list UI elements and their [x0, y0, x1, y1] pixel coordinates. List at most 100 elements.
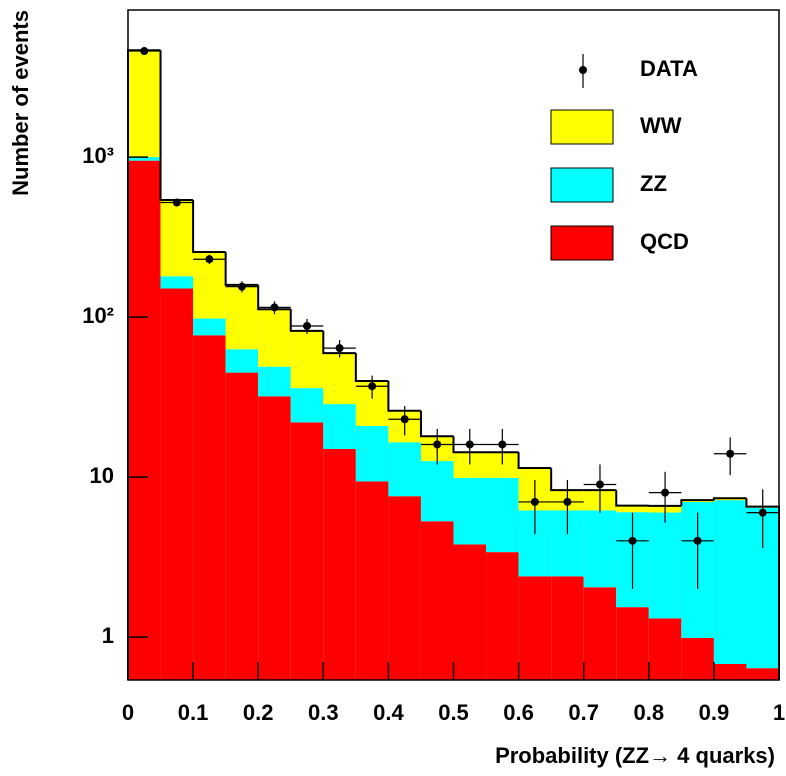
histogram-bar: [551, 576, 584, 680]
data-point: [368, 382, 377, 391]
data-point: [758, 508, 767, 517]
histogram-bar: [128, 50, 161, 158]
x-tick-label: 0.6: [503, 700, 534, 725]
data-point: [693, 536, 702, 545]
data-point: [498, 440, 507, 449]
histogram-bar: [616, 505, 649, 513]
histogram-bar: [388, 496, 421, 680]
histogram-bar: [420, 461, 454, 522]
x-tick-label: 0: [122, 700, 134, 725]
histogram-bar: [648, 512, 682, 619]
histogram-bar: [258, 396, 291, 680]
histogram-bar: [486, 552, 519, 680]
histogram-bar: [290, 330, 324, 389]
histogram-bar: [486, 477, 519, 553]
total-outline: [712, 497, 747, 501]
data-point: [335, 344, 344, 353]
data-point: [530, 497, 539, 506]
legend-label: ZZ: [640, 171, 667, 196]
data-point: [595, 480, 604, 489]
legend-swatch: [550, 225, 614, 261]
total-outline: [615, 490, 649, 507]
histogram-bar: [681, 637, 714, 680]
histogram-bar: [258, 309, 291, 367]
histogram-bar: [713, 663, 747, 680]
total-outline: [192, 200, 226, 254]
histogram-bar: [453, 544, 487, 680]
data-point: [303, 321, 312, 330]
y-tick-label: 1: [102, 623, 114, 648]
histogram-bar: [160, 288, 194, 680]
histogram-bar: [128, 157, 161, 161]
total-outline: [550, 468, 584, 492]
total-outline: [159, 50, 194, 202]
x-tick-label: 0.9: [699, 700, 730, 725]
total-outline: [257, 284, 291, 311]
total-outline: [322, 330, 356, 355]
y-tick-label: 10²: [82, 303, 114, 328]
total-outline: [680, 499, 714, 506]
histogram-bar: [128, 160, 161, 680]
histogram-bar: [225, 349, 259, 373]
histogram-bar: [225, 372, 259, 680]
data-point: [628, 536, 637, 545]
histogram-bar: [518, 576, 552, 680]
histogram-bar: [258, 366, 291, 397]
x-tick-label: 1: [773, 700, 785, 725]
histogram-bar: [193, 335, 226, 680]
histogram-bar: [388, 442, 421, 497]
total-outline: [517, 452, 552, 470]
histogram-bar: [290, 388, 324, 423]
histogram-bar: [355, 425, 389, 482]
x-tick-label: 0.2: [243, 700, 274, 725]
histogram-bar: [583, 587, 617, 680]
data-point: [237, 282, 246, 291]
histogram-bar: [746, 668, 779, 680]
y-tick-label: 10³: [82, 143, 114, 168]
histogram-bar: [453, 477, 487, 545]
histogram-bar: [193, 318, 226, 336]
histogram-bar: [583, 510, 617, 588]
x-tick-label: 0.3: [308, 700, 339, 725]
legend-swatch: [550, 109, 614, 145]
histogram-bar: [616, 607, 649, 680]
data-point: [563, 497, 572, 506]
histogram-bar: [160, 200, 194, 277]
data-point: [205, 255, 214, 264]
data-point: [465, 440, 474, 449]
histogram-bar: [355, 481, 389, 680]
data-point: [172, 198, 181, 207]
histogram-bar: [225, 284, 259, 350]
total-outline: [354, 353, 389, 382]
x-tick-label: 0.4: [373, 700, 404, 725]
data-point: [661, 488, 670, 497]
total-outline: [289, 309, 324, 332]
legend-marker: [579, 66, 587, 74]
total-outline: [224, 252, 259, 286]
legend-label: QCD: [640, 229, 689, 254]
data-point: [400, 415, 409, 424]
data-point: [726, 449, 735, 458]
histogram-bar: [420, 521, 454, 680]
histogram-bar: [323, 353, 356, 405]
histogram-bar: [648, 618, 682, 680]
histogram-bar: [290, 422, 324, 680]
legend-label: WW: [640, 113, 682, 138]
x-tick-label: 0.5: [438, 700, 469, 725]
y-axis-title: Number of events: [8, 10, 33, 196]
histogram-bar: [323, 404, 356, 449]
total-outline: [387, 380, 421, 412]
x-tick-label: 0.8: [634, 700, 665, 725]
histogram-bar: [713, 500, 747, 664]
x-axis-title: Probability (ZZ→ 4 quarks): [495, 743, 775, 768]
legend-swatch: [550, 167, 614, 203]
histogram-bar: [323, 448, 356, 680]
data-point: [140, 47, 149, 56]
x-tick-label: 0.7: [568, 700, 599, 725]
data-point: [433, 440, 442, 449]
y-tick-label: 10: [90, 463, 114, 488]
data-point: [270, 303, 279, 312]
histogram-bar: [160, 276, 194, 289]
legend-label: DATA: [640, 56, 698, 81]
